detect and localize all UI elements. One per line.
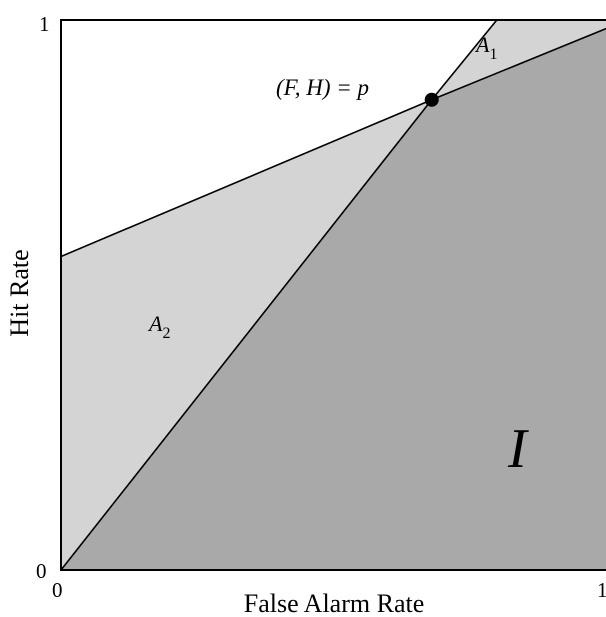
x-tick-0: 0 bbox=[52, 578, 63, 602]
y-tick-0: 0 bbox=[36, 559, 47, 583]
region-i bbox=[61, 28, 606, 570]
x-tick-1: 1 bbox=[597, 578, 606, 602]
operating-point bbox=[424, 92, 439, 107]
plot-frame bbox=[60, 19, 606, 571]
x-axis-label: False Alarm Rate bbox=[244, 589, 425, 617]
label-a1: A1 bbox=[474, 32, 497, 63]
y-tick-1: 1 bbox=[39, 12, 50, 36]
label-region-i: I bbox=[507, 418, 529, 480]
point-label: (F, H) = p bbox=[276, 75, 369, 100]
label-a2: A2 bbox=[147, 311, 170, 342]
region-a1 bbox=[431, 20, 606, 100]
y-axis-label: Hit Rate bbox=[5, 249, 34, 336]
